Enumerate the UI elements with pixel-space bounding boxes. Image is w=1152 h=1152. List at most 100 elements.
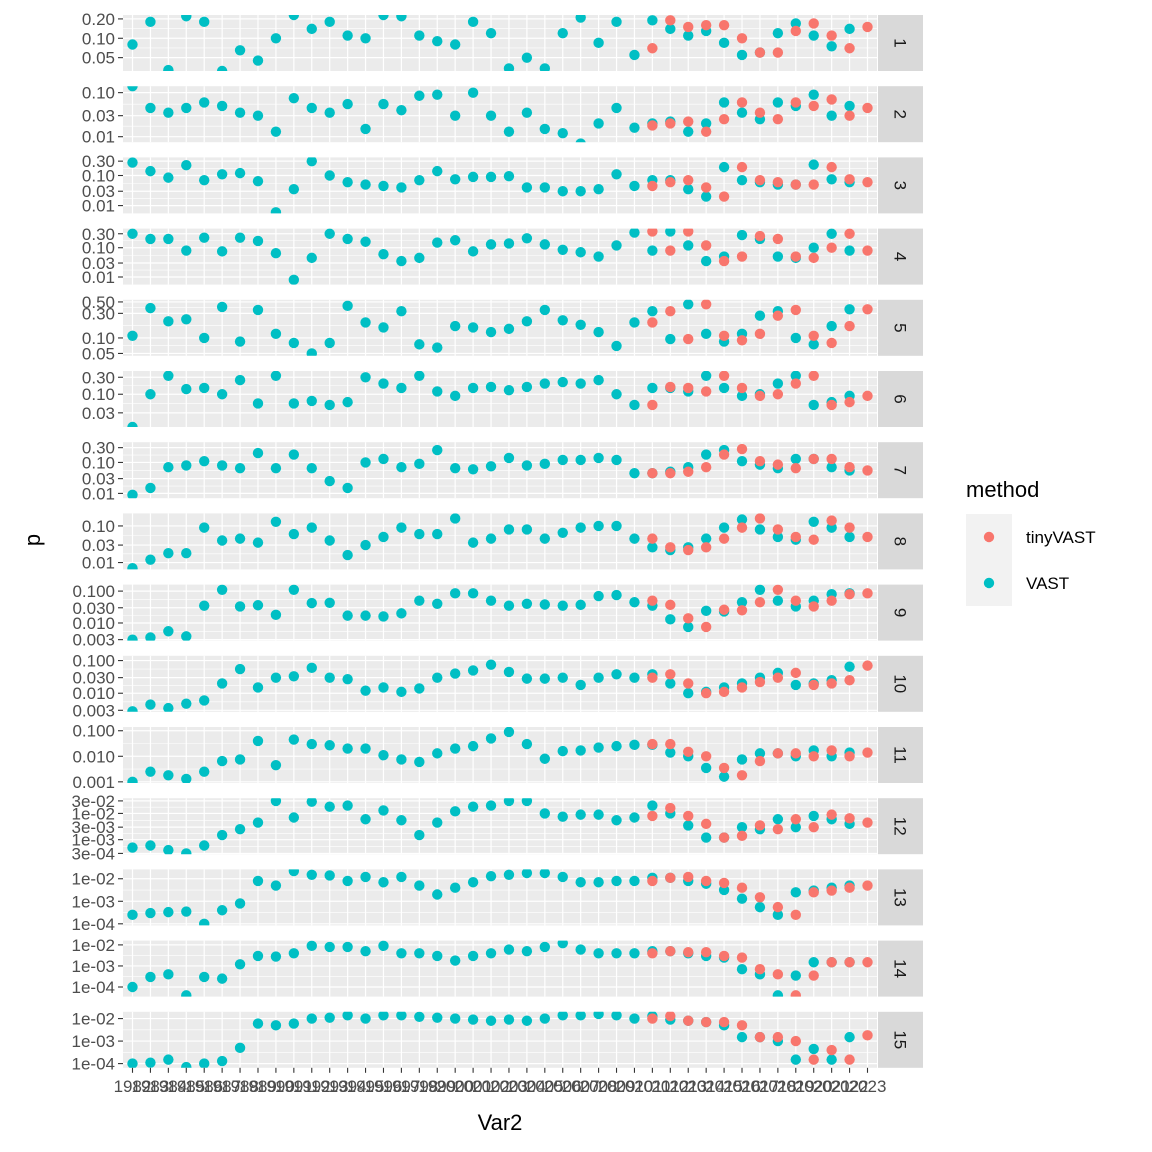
tinyvast-point <box>790 463 801 474</box>
tinyvast-point <box>862 21 873 33</box>
vast-point <box>575 378 586 389</box>
vast-point <box>700 118 712 129</box>
vast-point <box>485 659 497 670</box>
vast-point <box>127 776 138 783</box>
tinyvast-point <box>862 304 873 315</box>
vast-point <box>772 378 784 389</box>
vast-point <box>234 45 246 56</box>
vast-point <box>683 621 694 633</box>
y-tick-label: 1e-02 <box>72 804 115 823</box>
tinyvast-point <box>736 1020 748 1031</box>
tinyvast-point <box>790 990 801 997</box>
vast-point <box>629 812 640 823</box>
facet-strip-label: 9 <box>891 608 910 617</box>
tinyvast-point <box>718 255 730 267</box>
x-tick-label: 2018 <box>759 1077 797 1096</box>
vast-point <box>790 332 801 344</box>
vast-point <box>199 455 210 467</box>
tinyvast-point <box>647 317 658 328</box>
vast-point <box>449 1013 461 1024</box>
panel-background <box>123 727 877 783</box>
tinyvast-point <box>808 18 819 29</box>
vast-point <box>288 274 300 285</box>
y-tick-label: 0.10 <box>82 29 115 48</box>
vast-point <box>844 531 855 543</box>
tinyvast-point <box>647 399 658 411</box>
vast-point <box>808 89 819 100</box>
vast-point <box>360 946 371 957</box>
legend-title: method <box>966 477 1039 502</box>
vast-point <box>360 457 371 468</box>
facet-panel-15: 1e-04 1e-03 1e-02 15 <box>72 1010 923 1074</box>
tinyvast-point <box>808 1054 819 1065</box>
vast-point <box>700 328 712 340</box>
vast-point <box>467 801 479 812</box>
vast-point <box>378 805 389 816</box>
vast-point <box>432 817 443 828</box>
vast-point <box>378 249 389 260</box>
vast-point <box>342 396 353 408</box>
tinyvast-point <box>826 399 837 411</box>
tinyvast-point <box>736 335 748 346</box>
vast-point <box>360 1013 371 1024</box>
vast-point <box>844 245 855 256</box>
vast-point <box>557 376 568 388</box>
panel-background <box>123 371 877 427</box>
vast-point <box>485 733 497 744</box>
tinyvast-point <box>683 228 694 237</box>
x-tick-label: 2015 <box>705 1077 743 1096</box>
vast-point <box>611 669 622 680</box>
vast-point <box>145 302 156 314</box>
vast-point <box>342 176 353 188</box>
tinyvast-point <box>772 524 784 535</box>
vast-point <box>539 239 551 250</box>
vast-point <box>324 597 335 608</box>
vast-point <box>557 600 568 611</box>
vast-point <box>575 138 586 143</box>
vast-point <box>736 596 748 608</box>
vast-point <box>575 809 586 820</box>
facet-strip <box>878 228 923 285</box>
legend-dot-vast <box>983 577 995 589</box>
facet-strip-label: 11 <box>891 746 910 764</box>
vast-point <box>163 906 174 918</box>
tinyvast-point <box>862 176 873 188</box>
vast-point <box>647 542 658 553</box>
vast-point <box>629 875 640 887</box>
vast-point <box>270 248 282 259</box>
vast-point <box>181 1061 192 1068</box>
vast-point <box>360 236 371 247</box>
vast-point <box>485 870 497 882</box>
tinyvast-point <box>665 1011 676 1022</box>
y-tick-label: 3e-02 <box>72 792 115 811</box>
vast-point <box>342 875 353 887</box>
vast-point <box>306 252 317 264</box>
vast-point <box>342 233 353 245</box>
tinyvast-point <box>754 892 766 903</box>
vast-point <box>808 957 819 968</box>
tinyvast-point <box>772 969 784 980</box>
vast-point <box>467 382 479 394</box>
points-group <box>127 86 873 143</box>
vast-point <box>611 740 622 752</box>
tinyvast-point <box>647 672 658 683</box>
vast-point <box>234 754 246 765</box>
y-tick-label: 1e-02 <box>72 1010 115 1029</box>
facet-panel-6: 0.030.100.30 6 <box>82 368 923 427</box>
tinyvast-point <box>683 810 694 822</box>
vast-point <box>557 1011 568 1021</box>
points-group <box>127 869 873 926</box>
vast-point <box>449 235 461 246</box>
vast-point <box>772 814 784 825</box>
vast-point <box>736 49 748 61</box>
y-tick-label: 0.10 <box>82 329 115 348</box>
vast-point <box>216 100 228 112</box>
tinyvast-point <box>700 299 712 310</box>
tinyvast-point <box>772 748 784 759</box>
x-tick-label: 2006 <box>544 1077 582 1096</box>
tinyvast-point <box>808 821 819 833</box>
vast-point <box>396 255 407 267</box>
tinyvast-point <box>754 755 766 767</box>
facet-strip-label: 10 <box>891 674 910 693</box>
panels-layer: 0.050.100.2010.010.030.1020.010.030.100.… <box>72 10 923 1074</box>
